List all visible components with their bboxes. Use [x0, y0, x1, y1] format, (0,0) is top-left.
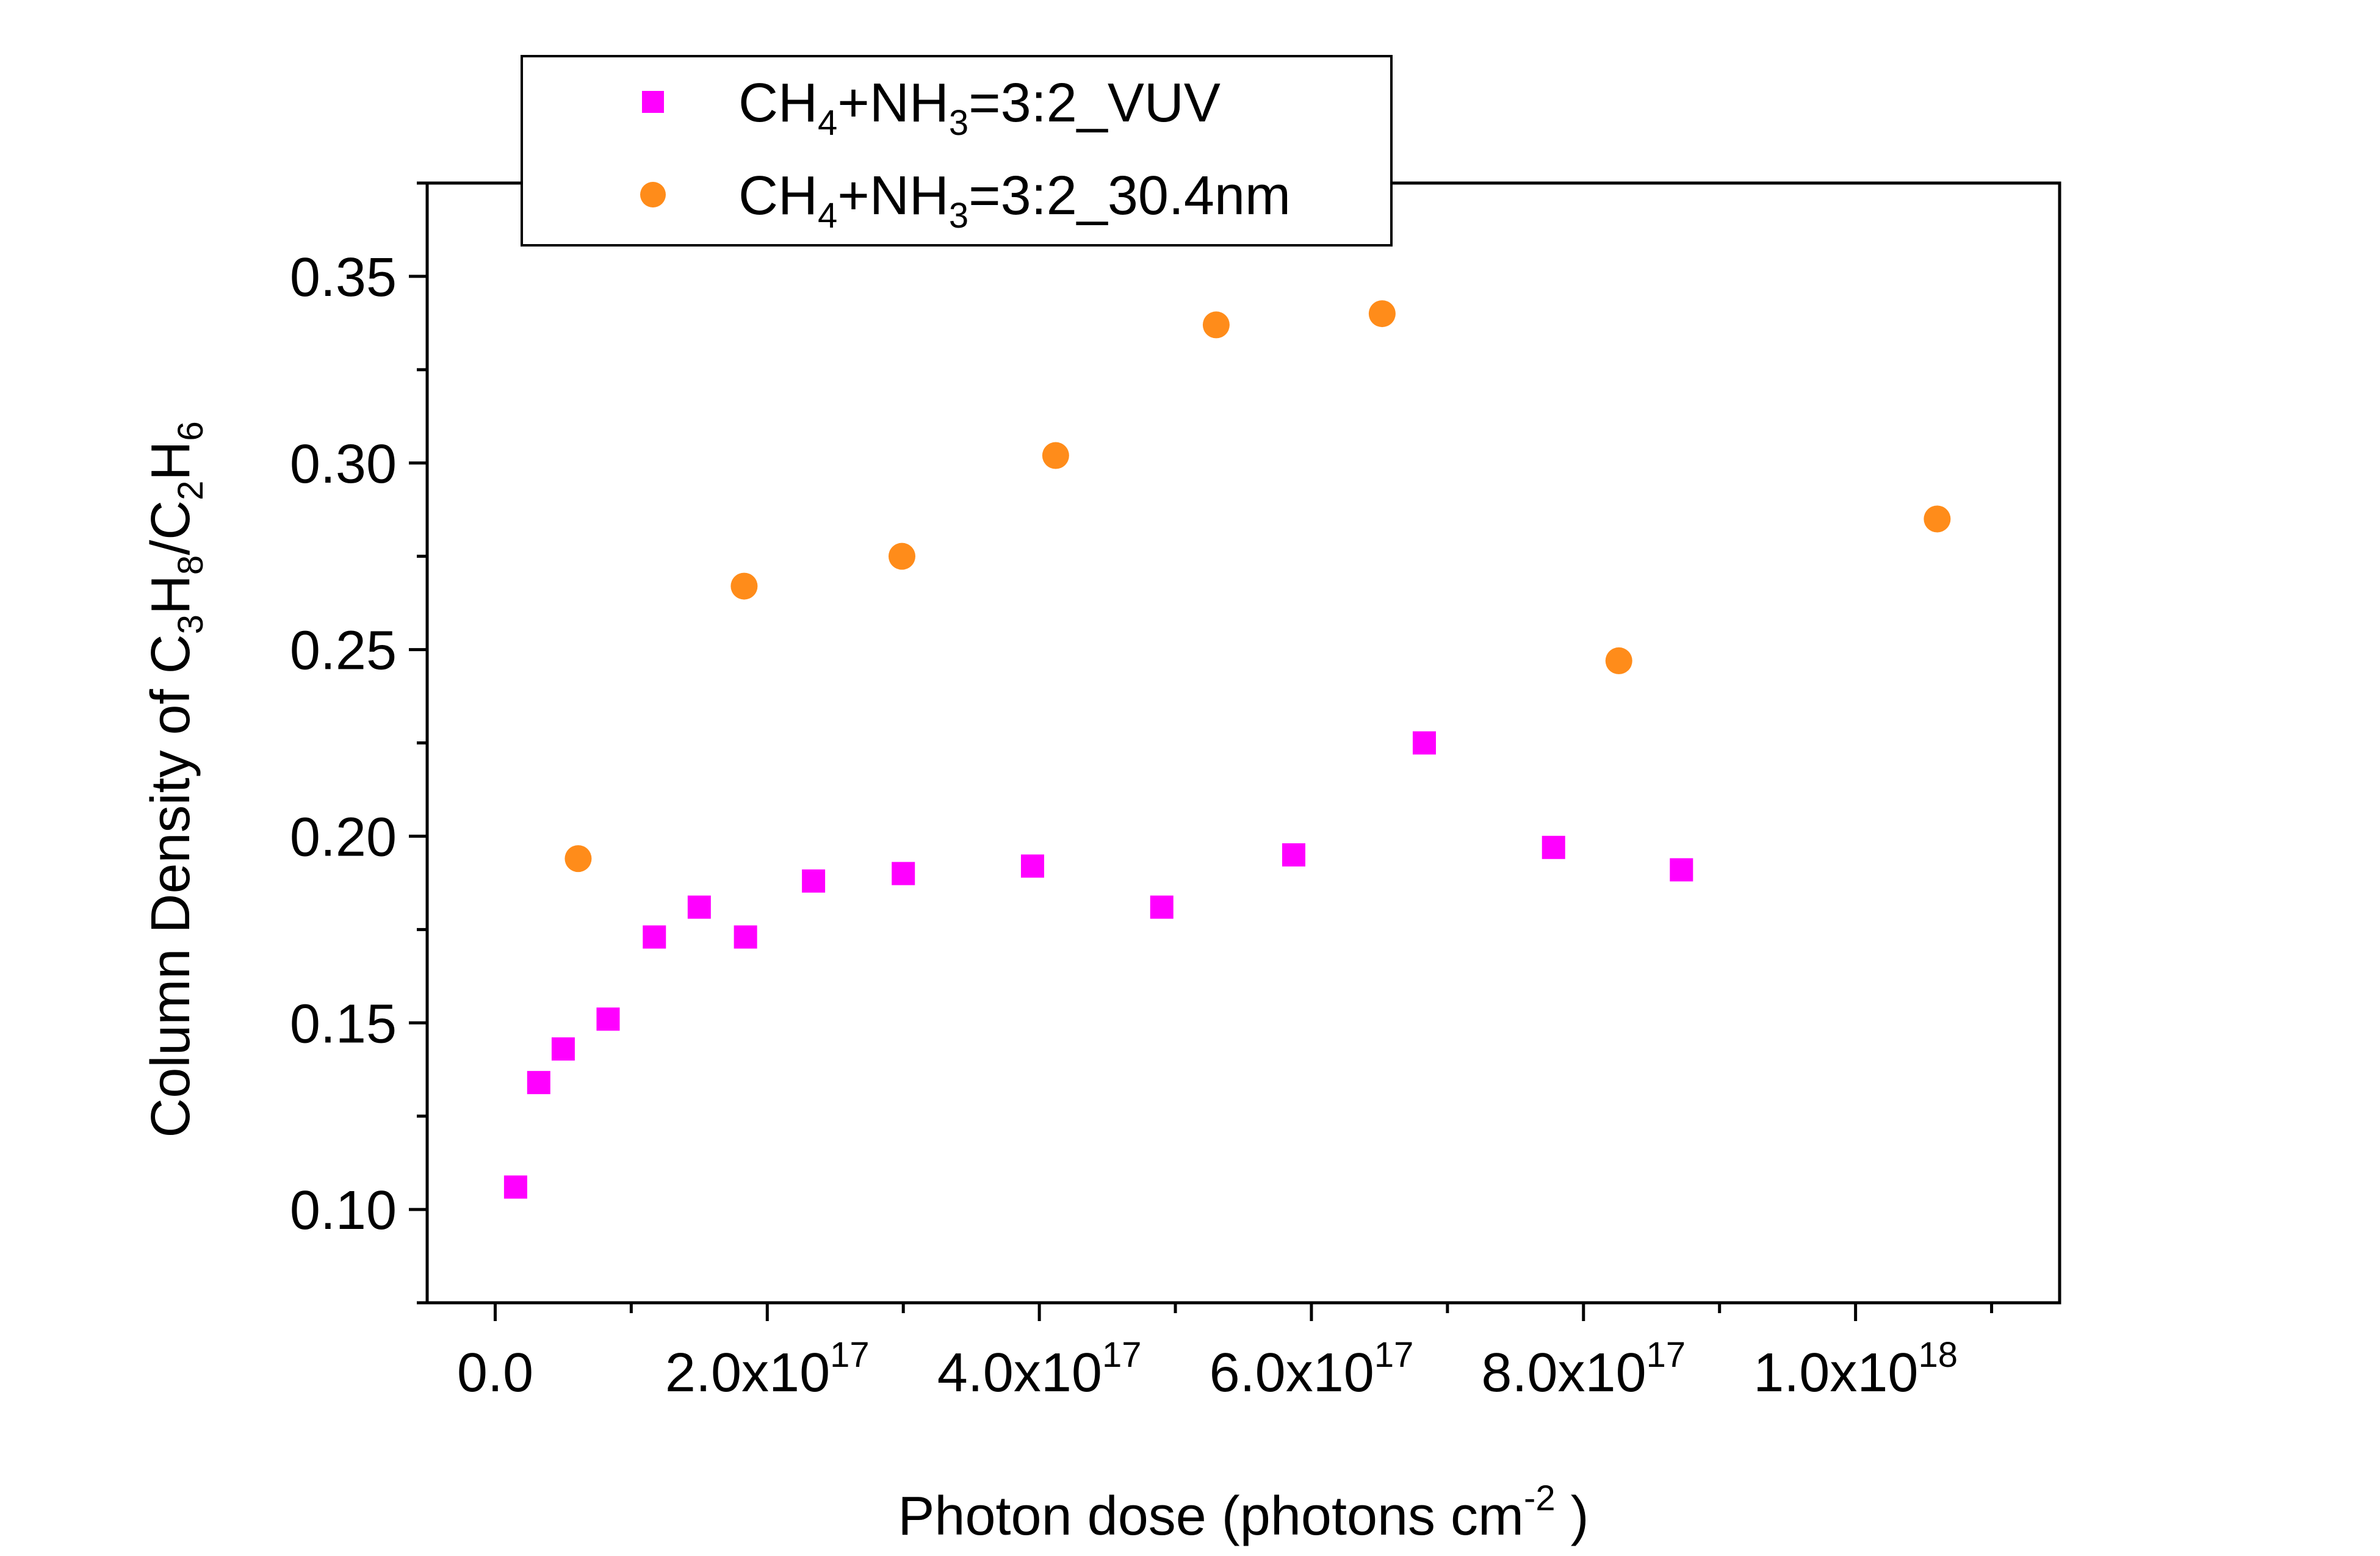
data-point-square [892, 862, 915, 885]
data-point-circle [1202, 311, 1230, 339]
x-axis-title-sup: -2 [1524, 1479, 1556, 1518]
legend-label-1-part-4: =3:2_30.4nm [968, 165, 1291, 226]
y-tick-label: 0.20 [290, 807, 397, 868]
legend-label-1: CH4+NH3=3:2_30.4nm [738, 165, 1291, 236]
y-axis-title-part-5: 2 [171, 481, 211, 500]
legend-box [521, 55, 1393, 247]
legend-label-1-part-2: +NH [837, 165, 949, 226]
data-point-circle [888, 542, 915, 570]
data-point-circle [1042, 442, 1069, 469]
y-axis-title-part-0: Column Density of C [140, 634, 201, 1137]
legend-label-1-part-3: 3 [949, 196, 968, 236]
x-tick-exponent: 17 [1102, 1335, 1142, 1375]
data-point-square [1150, 895, 1174, 919]
data-point-circle [1605, 647, 1632, 674]
x-tick-label: 1.0x1018 [1753, 1335, 1958, 1403]
data-point-circle [1924, 505, 1951, 533]
series-0 [503, 731, 1693, 1199]
data-point-square [687, 895, 711, 919]
y-axis-title-part-1: 3 [171, 614, 211, 634]
y-axis-title-part-6: H [140, 441, 201, 481]
y-tick-label: 0.30 [290, 434, 397, 495]
y-axis-title-part-3: 8 [171, 555, 211, 575]
legend-label-0-part-3: 3 [949, 103, 968, 143]
legend-label-0-part-1: 4 [818, 103, 837, 143]
x-tick-mantissa: 8.0x10 [1481, 1342, 1646, 1403]
x-tick-label: 2.0x1017 [665, 1335, 870, 1403]
x-axis-title-main: Photon dose (photons cm [898, 1486, 1524, 1547]
series-1 [564, 300, 1951, 873]
x-tick-exponent: 17 [1646, 1335, 1686, 1375]
data-point-square [734, 925, 757, 949]
x-tick-exponent: 17 [830, 1335, 870, 1375]
y-axis-title-part-4: /C [140, 500, 201, 555]
plot-frame [425, 181, 2061, 1305]
y-axis-title-part-7: 6 [171, 421, 211, 441]
data-point-circle [730, 572, 758, 600]
legend-label-1-part-0: CH [738, 165, 818, 226]
data-point-square [1542, 835, 1565, 859]
y-tick-label: 0.25 [290, 621, 397, 682]
y-axis-title: Column Density of C3H8/C2H6 [140, 421, 211, 1137]
y-tick-label: 0.35 [290, 247, 397, 308]
x-tick-exponent: 18 [1918, 1335, 1958, 1375]
x-tick-label: 6.0x1017 [1210, 1335, 1414, 1403]
data-point-square [802, 869, 826, 893]
x-tick-mantissa: 1.0x10 [1753, 1342, 1918, 1403]
x-axis-title: Photon dose (photons cm-2 ) [898, 1479, 1588, 1547]
x-tick-exponent: 17 [1374, 1335, 1414, 1375]
x-tick-label: 8.0x1017 [1481, 1335, 1686, 1403]
legend-label-0: CH4+NH3=3:2_VUV [738, 73, 1221, 143]
y-tick-label: 0.15 [290, 993, 397, 1054]
y-tick-label: 0.10 [290, 1180, 397, 1241]
data-point-circle [1368, 300, 1396, 328]
legend-label-0-part-4: =3:2_VUV [968, 73, 1221, 134]
data-point-square [1020, 854, 1044, 878]
legend-label-1-part-1: 4 [818, 196, 837, 236]
data-point-square [1670, 858, 1693, 882]
data-points [503, 300, 1951, 1199]
legend-label-0-part-2: +NH [837, 73, 949, 134]
data-point-square [503, 1175, 527, 1199]
data-point-square [643, 925, 666, 949]
x-tick-mantissa: 2.0x10 [665, 1342, 830, 1403]
legend-label-0-part-0: CH [738, 73, 818, 134]
data-point-square [551, 1037, 575, 1061]
x-tick-label: 0.0 [457, 1342, 533, 1403]
data-point-square [1282, 843, 1305, 866]
x-axis-title-tail: ) [1556, 1486, 1589, 1547]
x-tick-mantissa: 6.0x10 [1210, 1342, 1374, 1403]
data-point-square [596, 1007, 620, 1031]
data-point-square [527, 1071, 550, 1095]
legend-marker-square [642, 91, 664, 113]
x-tick-label: 4.0x1017 [937, 1335, 1142, 1403]
axes [409, 181, 2061, 1321]
data-point-circle [564, 845, 592, 873]
x-tick-mantissa: 4.0x10 [937, 1342, 1102, 1403]
legend-marker-circle [640, 182, 666, 207]
x-tick-mantissa: 0.0 [457, 1342, 533, 1403]
axis-labels: 0.0 2.0x1017 4.0x1017 6.0x1017 8.0x1017 1.0x1… [140, 247, 1958, 1547]
y-axis-title-part-2: H [140, 575, 201, 614]
data-point-square [1412, 731, 1436, 755]
